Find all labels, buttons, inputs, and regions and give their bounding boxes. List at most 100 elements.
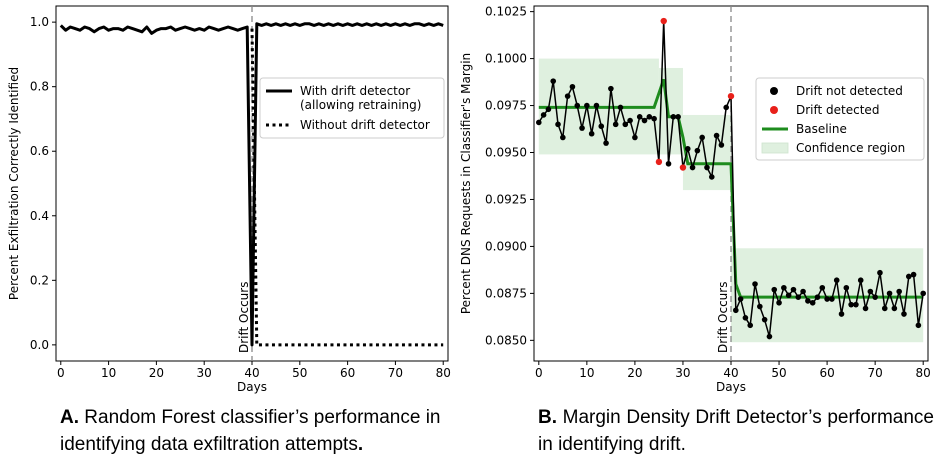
point-drift-not-detected <box>877 269 883 276</box>
point-drift-not-detected <box>737 296 744 302</box>
y-tick-label: 0.4 <box>30 209 49 223</box>
caption-a-period: . <box>357 434 364 455</box>
x-tick-label: 80 <box>436 366 451 380</box>
y-tick-label: 0.6 <box>30 144 49 158</box>
chart-a-exfiltration: 0 10 20 30 40 50 60 70 80 0.0 0.2 0.4 0.6 0.8 1.0 Days P… <box>7 5 451 394</box>
point-drift-detected <box>727 92 735 100</box>
legend-swatch-0 <box>770 87 778 95</box>
y-tick-label: 0.0850 <box>485 333 527 347</box>
point-drift-not-detected <box>641 117 648 124</box>
x-tick-label: 20 <box>627 366 642 380</box>
point-drift-not-detected <box>555 121 561 128</box>
point-drift-not-detected <box>545 106 552 113</box>
point-drift-not-detected <box>646 114 653 120</box>
legend-swatch-1 <box>770 106 778 114</box>
x-tick-label: 50 <box>292 366 307 380</box>
point-drift-not-detected <box>584 102 590 109</box>
point-drift-not-detected <box>915 322 922 329</box>
point-drift-not-detected <box>689 164 696 171</box>
x-tick-label: 80 <box>916 366 931 380</box>
x-tick-label: 20 <box>149 366 164 380</box>
point-drift-not-detected <box>699 134 705 141</box>
legend-box <box>755 77 925 161</box>
legend-label: Drift not detected <box>796 84 903 98</box>
point-drift-not-detected <box>540 112 547 118</box>
point-drift-not-detected <box>853 301 859 308</box>
point-drift-not-detected <box>790 286 797 293</box>
point-drift-not-detected <box>598 123 605 130</box>
x-axis-label: Days <box>237 380 267 394</box>
point-drift-not-detected <box>833 277 840 284</box>
y-tick-label: 0.1025 <box>485 5 527 19</box>
point-drift-not-detected <box>867 288 874 295</box>
point-drift-not-detected <box>574 102 581 109</box>
y-tick-label: 0.0975 <box>485 99 527 113</box>
x-tick-label: 40 <box>244 366 259 380</box>
caption-b: B. Margin Density Drift Detector’s perfo… <box>538 404 934 458</box>
y-tick-label: 0.8 <box>30 80 49 94</box>
point-drift-not-detected <box>704 164 710 171</box>
point-drift-detected <box>655 158 663 166</box>
y-tick-label: 0.0900 <box>485 239 527 253</box>
point-drift-not-detected <box>886 290 893 297</box>
y-axis-label: Percent DNS Requests in Classifier's Mar… <box>459 53 473 314</box>
point-drift-not-detected <box>564 93 571 99</box>
x-tick-label: 70 <box>388 366 403 380</box>
caption-a: A. Random Forest classifier’s performanc… <box>60 404 460 458</box>
x-tick-label: 30 <box>675 366 690 380</box>
point-drift-not-detected <box>694 147 701 154</box>
point-drift-not-detected <box>843 284 850 291</box>
y-tick-label: 0.2 <box>30 273 49 287</box>
y-tick-label: 0.0950 <box>485 146 527 160</box>
drift-annotation: Drift Occurs <box>237 282 251 353</box>
caption-a-label: A. <box>60 407 79 428</box>
point-drift-not-detected <box>814 294 821 300</box>
x-tick-label: 30 <box>197 366 212 380</box>
point-drift-not-detected <box>603 140 609 146</box>
point-drift-not-detected <box>838 311 845 317</box>
legend-label: Baseline <box>796 122 847 136</box>
legend-label-without-detector: Without drift detector <box>300 118 430 132</box>
point-drift-not-detected <box>896 288 902 295</box>
point-drift-not-detected <box>588 130 595 137</box>
point-drift-not-detected <box>862 305 869 312</box>
point-drift-not-detected <box>805 298 811 304</box>
point-drift-not-detected <box>569 83 576 90</box>
point-drift-not-detected <box>733 307 739 314</box>
series-with-detector <box>59 22 444 347</box>
legend-box <box>259 77 445 139</box>
y-tick-label: 0.0 <box>30 338 49 352</box>
point-drift-not-detected <box>579 125 585 131</box>
point-drift-not-detected <box>708 174 715 180</box>
x-tick-label: 10 <box>579 366 594 380</box>
point-drift-not-detected <box>824 296 830 302</box>
point-drift-not-detected <box>776 299 782 306</box>
point-drift-not-detected <box>848 301 854 308</box>
point-drift-not-detected <box>593 102 600 109</box>
point-drift-not-detected <box>536 119 542 126</box>
point-drift-not-detected <box>752 281 758 287</box>
point-drift-not-detected <box>920 290 926 297</box>
caption-b-text: Margin Density Drift Detector’s performa… <box>538 407 934 455</box>
point-drift-not-detected <box>800 288 806 295</box>
point-drift-not-detected <box>670 114 677 120</box>
point-drift-not-detected <box>857 277 864 284</box>
legend-swatch-confidence <box>761 142 789 154</box>
point-drift-not-detected <box>651 115 657 122</box>
legend-label-with-detector: With drift detector <box>300 84 410 98</box>
series-without-detector <box>250 28 444 347</box>
point-drift-not-detected <box>550 78 557 84</box>
point-drift-not-detected <box>910 271 917 278</box>
confidence-region <box>731 248 924 343</box>
legend-label: Drift detected <box>796 103 879 117</box>
point-drift-not-detected <box>781 284 787 291</box>
point-drift-not-detected <box>617 104 624 111</box>
point-drift-not-detected <box>761 316 768 323</box>
point-drift-not-detected <box>905 273 912 280</box>
point-drift-detected <box>679 164 687 171</box>
x-tick-label: 60 <box>340 366 355 380</box>
point-drift-not-detected <box>881 305 888 312</box>
point-drift-not-detected <box>684 145 691 152</box>
point-drift-not-detected <box>771 286 778 293</box>
point-drift-not-detected <box>636 114 643 120</box>
